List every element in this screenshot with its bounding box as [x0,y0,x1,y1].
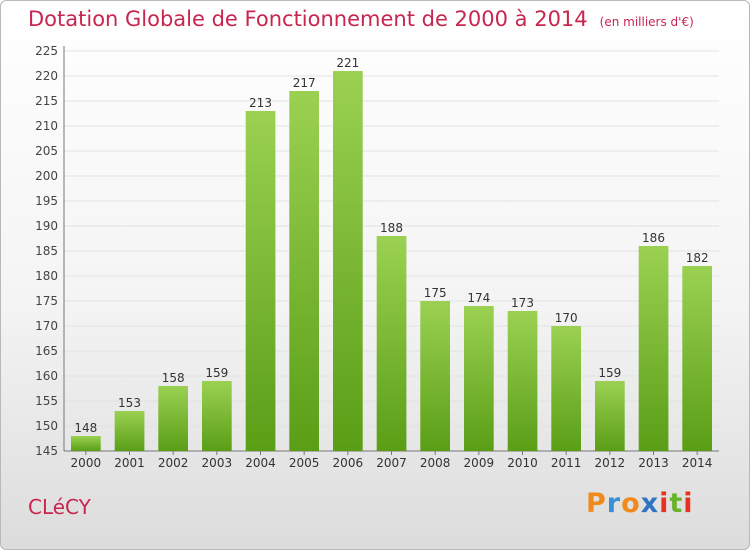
y-tick-label: 205 [35,144,58,158]
bar [376,236,407,451]
y-tick-label: 210 [35,119,58,133]
x-tick-label: 2003 [202,456,233,470]
x-tick-label: 2004 [245,456,276,470]
proxiti-logo: Proxiti [586,488,694,519]
logo-letter: t [669,488,684,519]
bar [464,306,494,451]
unit-text: (en milliers d'€) [599,15,694,29]
y-tick-label: 225 [35,44,58,58]
data-label: 159 [205,366,228,380]
y-tick-label: 195 [35,194,58,208]
data-label: 148 [74,421,97,435]
data-label: 175 [424,286,447,300]
x-tick-label: 2008 [420,456,451,470]
x-tick-label: 2012 [595,456,626,470]
x-tick-label: 2002 [158,456,189,470]
data-label: 188 [380,221,403,235]
x-tick-label: 2014 [682,456,713,470]
bar [71,436,101,451]
logo-letter: r [606,488,622,519]
y-tick-label: 165 [35,344,58,358]
data-label: 182 [686,251,709,265]
chart-title: Dotation Globale de Fonctionnement de 20… [28,7,694,31]
y-tick-label: 185 [35,244,58,258]
data-label: 173 [511,296,534,310]
data-label: 153 [118,396,141,410]
data-label: 213 [249,96,272,110]
data-label: 186 [642,231,665,245]
data-label: 170 [555,311,578,325]
data-label: 217 [293,76,316,90]
data-label: 221 [336,56,359,70]
x-tick-label: 2010 [507,456,538,470]
bar [202,381,232,451]
y-tick-label: 170 [35,319,58,333]
x-tick-label: 2000 [71,456,102,470]
y-tick-label: 145 [35,444,58,458]
y-tick-label: 175 [35,294,58,308]
bar [420,301,450,451]
data-label: 158 [162,371,185,385]
y-tick-label: 180 [35,269,58,283]
x-tick-label: 2013 [638,456,669,470]
data-label: 174 [467,291,490,305]
bar [289,91,319,451]
y-tick-label: 150 [35,419,58,433]
logo-letter: P [586,488,607,519]
bar [333,71,363,451]
x-tick-label: 2005 [289,456,320,470]
commune-name: CLéCY [28,495,91,519]
bar [682,266,712,451]
x-tick-label: 2007 [376,456,407,470]
y-tick-label: 190 [35,219,58,233]
title-text: Dotation Globale de Fonctionnement de 20… [28,7,588,31]
x-tick-label: 2006 [333,456,364,470]
logo-letter: i [683,488,694,519]
bar [595,381,625,451]
y-tick-label: 200 [35,169,58,183]
data-label: 159 [598,366,621,380]
x-tick-label: 2001 [114,456,145,470]
bar [158,386,188,451]
bar [507,311,538,451]
y-tick-label: 215 [35,94,58,108]
y-tick-label: 220 [35,69,58,83]
x-tick-label: 2009 [464,456,495,470]
bar [551,326,581,451]
y-tick-label: 155 [35,394,58,408]
bar [638,246,669,451]
bar [245,111,276,451]
bar [114,411,145,451]
logo-letter: i [659,488,670,519]
logo-letter: x [640,488,660,519]
x-tick-label: 2011 [551,456,582,470]
y-tick-label: 160 [35,369,58,383]
logo-letter: o [621,488,641,519]
